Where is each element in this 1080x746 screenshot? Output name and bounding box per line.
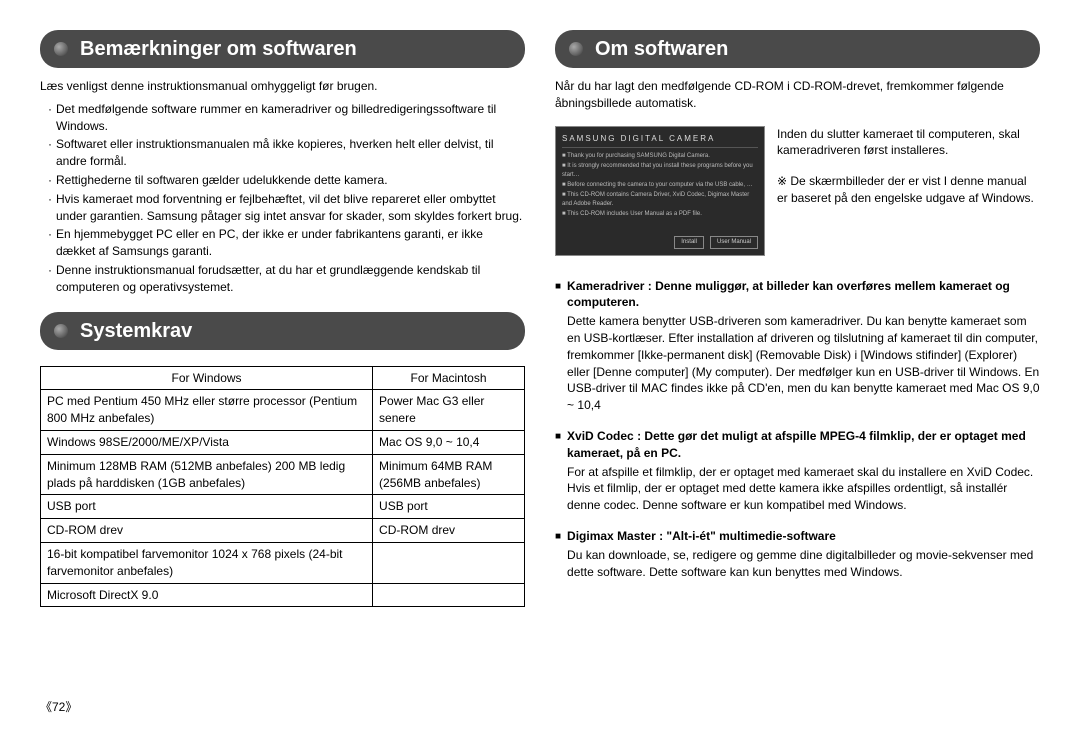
table-cell: PC med Pentium 450 MHz eller større proc… (41, 390, 373, 431)
bullet-item: ·Det medfølgende software rummer en kame… (48, 101, 525, 135)
feature-title: XviD Codec : Dette gør det muligt at afs… (567, 429, 1026, 460)
left-column: Bemærkninger om softwaren Læs venligst d… (40, 30, 525, 716)
installer-row: SAMSUNG DIGITAL CAMERA ■ Thank you for p… (555, 126, 1040, 256)
table-cell: USB port (41, 495, 373, 519)
right-column: Om softwaren Når du har lagt den medfølg… (555, 30, 1040, 716)
square-bullet-icon: ■ (555, 530, 561, 580)
bullet-text: Rettighederne til softwaren gælder udelu… (56, 172, 388, 189)
side-text-1: Inden du slutter kameraet til computeren… (777, 126, 1040, 160)
table-cell: Minimum 64MB RAM (256MB anbefales) (373, 454, 525, 495)
table-cell: Power Mac G3 eller senere (373, 390, 525, 431)
table-cell (373, 542, 525, 583)
heading-systemreq: Systemkrav (40, 312, 525, 350)
page-number: 《72》 (40, 699, 525, 716)
bullet-item: ·En hjemmebygget PC eller en PC, der ikk… (48, 226, 525, 260)
installer-buttons: Install User Manual (562, 236, 758, 248)
installer-brand: SAMSUNG DIGITAL CAMERA (562, 133, 758, 148)
table-header: For Windows (41, 366, 373, 390)
installer-line: ■ Before connecting the camera to your c… (562, 181, 758, 189)
table-cell (373, 583, 525, 607)
installer-brand-text: SAMSUNG DIGITAL CAMERA (562, 134, 715, 143)
bullet-item: ·Softwaret eller instruktionsmanualen må… (48, 136, 525, 170)
table-cell: Windows 98SE/2000/ME/XP/Vista (41, 430, 373, 454)
table-row: For Windows For Macintosh (41, 366, 525, 390)
feature-body: Digimax Master : "Alt-i-ét" multimedie-s… (567, 528, 1040, 580)
bullet-text: Softwaret eller instruktionsmanualen må … (56, 136, 525, 170)
bullet-item: ·Hvis kameraet mod forventning er fejlbe… (48, 191, 525, 225)
feature-block: ■ Kameradriver : Denne muliggør, at bill… (555, 278, 1040, 414)
table-row: CD-ROM drevCD-ROM drev (41, 519, 525, 543)
table-row: 16-bit kompatibel farvemonitor 1024 x 76… (41, 542, 525, 583)
feature-block: ■ XviD Codec : Dette gør det muligt at a… (555, 428, 1040, 514)
feature-body: XviD Codec : Dette gør det muligt at afs… (567, 428, 1040, 514)
table-row: PC med Pentium 450 MHz eller større proc… (41, 390, 525, 431)
installer-line: ■ This CD-ROM includes User Manual as a … (562, 210, 758, 218)
note-text: ※ De skærmbilleder der er vist I denne m… (777, 173, 1040, 207)
installer-line: ■ This CD-ROM contains Camera Driver, Xv… (562, 191, 758, 208)
feature-body: Kameradriver : Denne muliggør, at billed… (567, 278, 1040, 414)
table-cell: 16-bit kompatibel farvemonitor 1024 x 76… (41, 542, 373, 583)
table-cell: USB port (373, 495, 525, 519)
feature-desc: For at afspille et filmklip, der er opta… (567, 464, 1040, 514)
table-cell: Minimum 128MB RAM (512MB anbefales) 200 … (41, 454, 373, 495)
table-row: Windows 98SE/2000/ME/XP/VistaMac OS 9,0 … (41, 430, 525, 454)
installer-side-text: Inden du slutter kameraet til computeren… (777, 126, 1040, 256)
bullet-item: ·Denne instruktionsmanual forudsætter, a… (48, 262, 525, 296)
installer-manual-button: User Manual (710, 236, 758, 248)
bullet-text: Denne instruktionsmanual forudsætter, at… (56, 262, 525, 296)
heading-about: Om softwaren (555, 30, 1040, 68)
intro-left: Læs venligst denne instruktionsmanual om… (40, 78, 525, 95)
square-bullet-icon: ■ (555, 280, 561, 414)
system-requirements-table: For Windows For Macintosh PC med Pentium… (40, 366, 525, 608)
table-cell: Microsoft DirectX 9.0 (41, 583, 373, 607)
bullet-item: ·Rettighederne til softwaren gælder udel… (48, 172, 525, 189)
intro-right: Når du har lagt den medfølgende CD-ROM i… (555, 78, 1040, 112)
installer-line: ■ Thank you for purchasing SAMSUNG Digit… (562, 152, 758, 160)
installer-screenshot: SAMSUNG DIGITAL CAMERA ■ Thank you for p… (555, 126, 765, 256)
page-layout: Bemærkninger om softwaren Læs venligst d… (40, 30, 1040, 716)
bullet-text: Hvis kameraet mod forventning er fejlbeh… (56, 191, 525, 225)
installer-install-button: Install (674, 236, 704, 248)
table-cell: CD-ROM drev (41, 519, 373, 543)
bullet-text: En hjemmebygget PC eller en PC, der ikke… (56, 226, 525, 260)
table-row: Microsoft DirectX 9.0 (41, 583, 525, 607)
heading-notes: Bemærkninger om softwaren (40, 30, 525, 68)
installer-line: ■ It is strongly recommended that you in… (562, 162, 758, 179)
table-header: For Macintosh (373, 366, 525, 390)
installer-lines: ■ Thank you for purchasing SAMSUNG Digit… (562, 152, 758, 236)
feature-block: ■ Digimax Master : "Alt-i-ét" multimedie… (555, 528, 1040, 580)
bullet-text: Det medfølgende software rummer en kamer… (56, 101, 525, 135)
feature-title: Kameradriver : Denne muliggør, at billed… (567, 279, 1010, 310)
bullet-list: ·Det medfølgende software rummer en kame… (48, 101, 525, 298)
table-row: Minimum 128MB RAM (512MB anbefales) 200 … (41, 454, 525, 495)
table-row: USB portUSB port (41, 495, 525, 519)
table-cell: CD-ROM drev (373, 519, 525, 543)
square-bullet-icon: ■ (555, 430, 561, 514)
table-cell: Mac OS 9,0 ~ 10,4 (373, 430, 525, 454)
feature-title: Digimax Master : "Alt-i-ét" multimedie-s… (567, 529, 836, 543)
feature-desc: Dette kamera benytter USB-driveren som k… (567, 313, 1040, 414)
feature-desc: Du kan downloade, se, redigere og gemme … (567, 547, 1040, 581)
